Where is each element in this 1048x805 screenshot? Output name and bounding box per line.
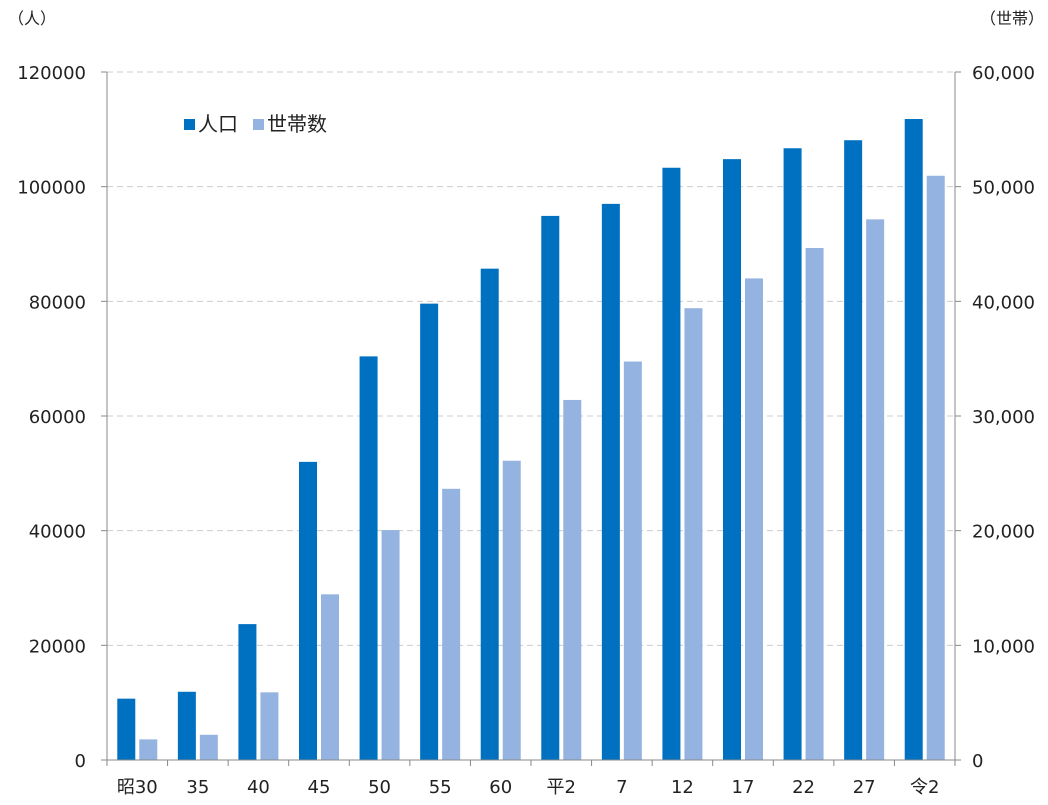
bar-households [139,739,158,760]
bar-population [723,159,741,760]
right-tick-label: 50,000 [972,178,1035,199]
axes: 0 20000 40000 60000 80000 100000 120000 0 10,000… [17,63,1035,798]
bar-population [904,119,923,761]
right-tick-label: 0 [972,751,983,772]
bar-population [238,624,257,760]
bar-households [684,308,703,760]
bar-households [563,399,582,760]
left-tick-label: 0 [75,751,86,772]
bar-households [199,734,218,760]
category-label: 55 [429,777,452,798]
bar-population [117,698,136,760]
bar-households [502,460,521,760]
left-tick-label: 60000 [29,407,86,428]
right-tick-label: 40,000 [972,292,1035,313]
legend-swatch-population [184,119,195,130]
category-label: 7 [616,777,627,798]
left-tick-label: 20000 [29,636,86,657]
category-label: 40 [247,777,270,798]
bar-population [783,148,802,761]
gridlines [107,71,955,646]
right-tick-label: 60,000 [972,63,1035,84]
bar-population [480,268,499,760]
bar-population [601,203,620,760]
right-axis-unit: （世帯） [980,9,1044,28]
bar-population [177,691,196,760]
left-axis-unit: （人） [8,9,56,28]
bar-population [299,461,317,760]
bar-households [260,692,279,760]
category-label: 令2 [910,777,939,798]
category-label: 平2 [547,777,576,798]
category-label: 60 [489,777,512,798]
legend-swatch-households [253,119,264,130]
category-label: 35 [186,777,209,798]
legend-label-population: 人口 [198,112,238,136]
category-label: 45 [308,777,331,798]
left-tick-label: 80000 [29,292,86,313]
bar-population [844,140,863,760]
bar-population [662,167,681,760]
bar-households [442,488,461,760]
bar-households [381,530,400,760]
left-tick-label: 120000 [17,63,86,84]
bar-households [321,594,339,760]
bar-households [866,219,885,760]
bar-population [541,215,560,760]
category-label: 22 [792,777,815,798]
category-label: 27 [853,777,876,798]
left-tick-label: 100000 [17,178,86,199]
category-label: 17 [732,777,755,798]
bar-households [926,175,945,761]
bar-population [420,303,439,760]
category-label: 50 [368,777,391,798]
bar-population [359,356,378,760]
bar-households [623,361,642,760]
right-tick-label: 30,000 [972,407,1035,428]
right-tick-label: 20,000 [972,522,1035,543]
bar-households [805,248,824,760]
left-tick-label: 40000 [29,522,86,543]
legend-label-households: 世帯数 [267,112,327,136]
bar-households [745,278,763,760]
category-label: 12 [671,777,694,798]
legend: 人口 世帯数 [184,112,327,136]
category-label: 昭30 [117,777,158,798]
bars [117,119,945,761]
right-tick-label: 10,000 [972,636,1035,657]
